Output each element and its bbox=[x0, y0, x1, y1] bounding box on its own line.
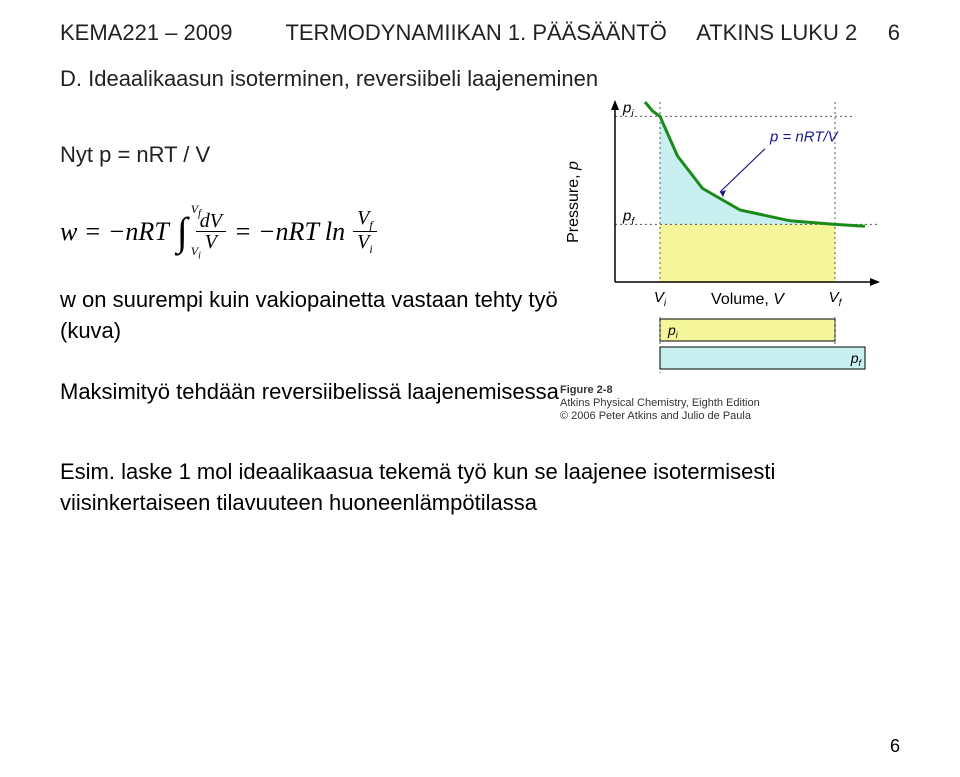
text-block-1: w on suurempi kuin vakiopainetta vastaan… bbox=[60, 285, 560, 347]
svg-text:Vi: Vi bbox=[654, 289, 667, 309]
pv-chart-svg: Pressure, p Volume, V pi pf Vi Vf p = nRT/V bbox=[560, 92, 880, 312]
header-left: KEMA221 – 2009 bbox=[60, 20, 232, 46]
content-row: Nyt p = nRT / V w = −nRT ∫ Vf Vi dVV = −… bbox=[0, 92, 960, 417]
header-center: TERMODYNAMIIKAN 1. PÄÄSÄÄNTÖ ATKINS LUKU… bbox=[285, 20, 900, 46]
svg-text:p = nRT/V: p = nRT/V bbox=[769, 129, 840, 146]
equation-line: Nyt p = nRT / V bbox=[60, 122, 560, 168]
example-text: Esim. laske 1 mol ideaalikaasua tekemä t… bbox=[0, 417, 960, 519]
section-title: D. Ideaalikaasun isoterminen, reversiibe… bbox=[0, 56, 960, 92]
svg-text:pi: pi bbox=[622, 99, 634, 119]
right-column: Pressure, pVolume, VpipfViVfp = nRT/V pi… bbox=[560, 92, 900, 417]
integral-formula: w = −nRT ∫ Vf Vi dVV = −nRT ln VfVi bbox=[60, 208, 560, 255]
svg-text:Pressure, p: Pressure, p bbox=[565, 161, 582, 243]
pv-chart: Pressure, p Volume, V pi pf Vi Vf p = nRT/V pi… bbox=[560, 92, 880, 352]
page-number-bottom: 6 bbox=[890, 736, 900, 757]
svg-text:pf: pf bbox=[622, 207, 635, 227]
left-column: Nyt p = nRT / V w = −nRT ∫ Vf Vi dVV = −… bbox=[60, 92, 560, 417]
figure-caption: Figure 2-8 Atkins Physical Chemistry, Ei… bbox=[560, 384, 880, 424]
work-bars-svg: pipf bbox=[560, 317, 880, 373]
text-block-2: Maksimityö tehdään reversiibelissä laaje… bbox=[60, 377, 560, 408]
svg-text:Volume, V: Volume, V bbox=[711, 291, 785, 308]
page-header: KEMA221 – 2009 TERMODYNAMIIKAN 1. PÄÄSÄÄ… bbox=[0, 0, 960, 56]
svg-text:Vf: Vf bbox=[829, 289, 843, 309]
